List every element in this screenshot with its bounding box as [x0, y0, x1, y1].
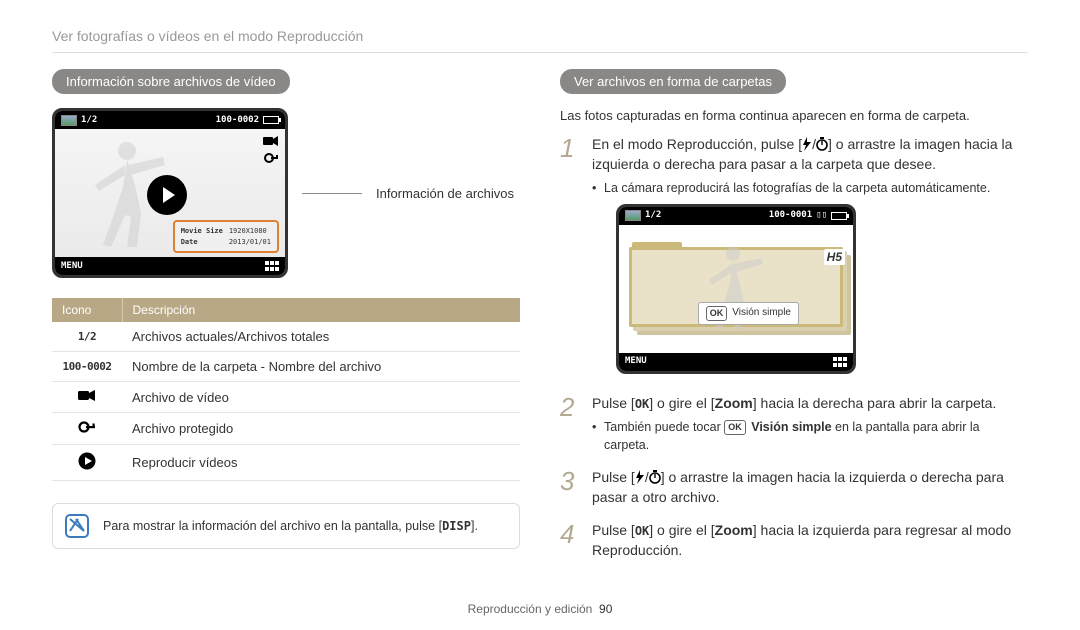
menu-label: MENU [61, 261, 83, 271]
flash-icon [802, 137, 812, 151]
intro-text: Las fotos capturadas en forma continua a… [560, 108, 1028, 123]
annotation-line [302, 193, 362, 194]
folder-view-screenshot: 1/2 100-0001 ▯▯ [616, 204, 856, 374]
table-header-icon: Icono [52, 298, 122, 322]
video-icon [263, 135, 279, 147]
play-icon [78, 452, 96, 470]
thumbnail-icon [625, 210, 641, 221]
icon-description-table: Icono Descripción 1/2 Archivos actuales/… [52, 298, 520, 481]
file-id: 100-0001 [769, 209, 812, 222]
thumbnail-icon [61, 115, 77, 126]
table-row: Archivo protegido [52, 413, 520, 445]
step-3: 3 Pulse [/] o arrastre la imagen hacia l… [560, 468, 1028, 507]
step-2: 2 Pulse [OK] o gire el [Zoom] hacia la d… [560, 394, 1028, 455]
file-counter: 1/2 [81, 115, 97, 125]
file-id: 100-0002 [216, 115, 259, 125]
divider [52, 52, 1028, 53]
table-row: Archivo de vídeo [52, 382, 520, 413]
timer-icon [816, 137, 828, 151]
step-2-sub: También puede tocar OK Visión simple en … [592, 419, 1028, 454]
h5-badge: H5 [824, 249, 845, 266]
table-row: Reproducir vídeos [52, 445, 520, 481]
video-icon [78, 389, 96, 402]
menu-label: MENU [625, 355, 647, 368]
section-title-left: Información sobre archivos de vídeo [52, 69, 290, 94]
file-counter: 1/2 [645, 209, 661, 222]
lock-icon [264, 151, 278, 165]
note-box: Para mostrar la información del archivo … [52, 503, 520, 549]
single-view-button: OK Visión simple [698, 302, 799, 325]
breadcrumb: Ver fotografías o vídeos en el modo Repr… [52, 28, 1028, 44]
right-column: Ver archivos en forma de carpetas Las fo… [560, 69, 1028, 575]
battery-icon [831, 212, 847, 220]
step-1-sub: La cámara reproducirá las fotografías de… [592, 180, 1028, 198]
left-column: Información sobre archivos de vídeo 1/2 … [52, 69, 520, 575]
video-info-screenshot: 1/2 100-0002 [52, 108, 288, 278]
battery-icon [263, 116, 279, 124]
table-row: 100-0002 Nombre de la carpeta - Nombre d… [52, 352, 520, 382]
lock-icon [78, 420, 96, 434]
steps-list: 1 En el modo Reproducción, pulse [/] o a… [560, 135, 1028, 561]
step-4: 4 Pulse [OK] o gire el [Zoom] hacia la i… [560, 521, 1028, 560]
step-1: 1 En el modo Reproducción, pulse [/] o a… [560, 135, 1028, 380]
table-row: 1/2 Archivos actuales/Archivos totales [52, 322, 520, 352]
file-info-overlay: Movie Size1920X1080 Date2013/01/01 [173, 220, 279, 253]
grid-icon [833, 357, 847, 367]
page-footer: Reproducción y edición 90 [0, 602, 1080, 616]
note-icon [65, 514, 89, 538]
table-header-desc: Descripción [122, 298, 520, 322]
timer-icon [649, 470, 661, 484]
annotation-label: Información de archivos [376, 186, 514, 201]
note-text: Para mostrar la información del archivo … [103, 519, 478, 533]
play-button [147, 175, 187, 215]
grid-icon [265, 261, 279, 271]
section-title-right: Ver archivos en forma de carpetas [560, 69, 786, 94]
flash-icon [635, 470, 645, 484]
